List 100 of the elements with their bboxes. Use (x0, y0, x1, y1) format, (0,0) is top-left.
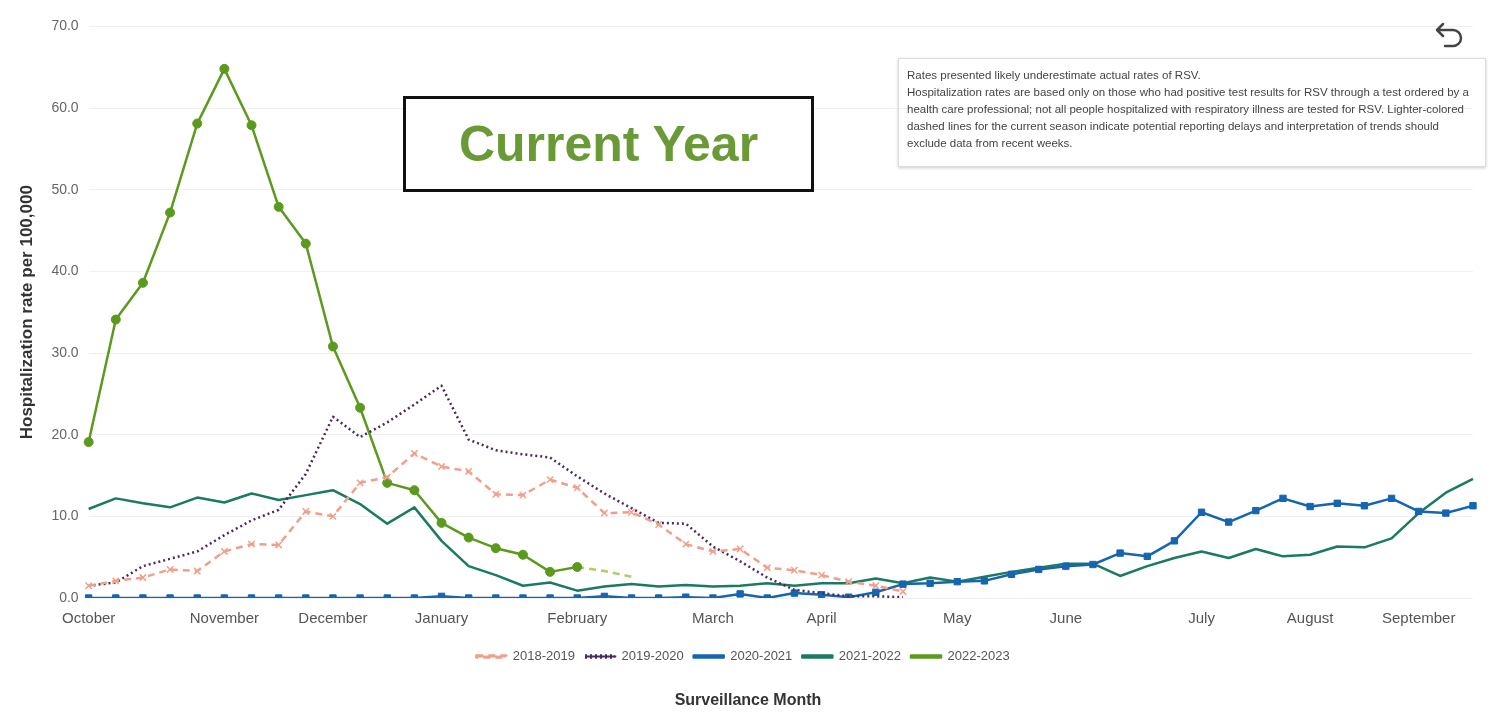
y-tick-label: 40.0 (51, 262, 79, 279)
point (165, 207, 176, 218)
point (1062, 562, 1070, 570)
point (1360, 502, 1369, 510)
point (356, 478, 365, 487)
x-tick-label: January (414, 609, 469, 627)
point (872, 588, 880, 596)
point (273, 201, 284, 212)
x-tick-label: October (61, 609, 116, 627)
point (980, 577, 989, 585)
point (1035, 565, 1043, 574)
legend-label: 2022-2023 (947, 648, 1010, 664)
point (1007, 570, 1016, 578)
y-axis-title: Hospitalization rate per 100,000 (16, 185, 36, 440)
point (681, 540, 690, 549)
x-tick-label: December (298, 609, 368, 627)
point (546, 475, 555, 484)
point (627, 508, 636, 517)
x-tick-label: July (1188, 609, 1216, 627)
x-tick-label: August (1286, 609, 1335, 627)
point (844, 577, 853, 586)
point (817, 571, 826, 580)
point (193, 567, 202, 575)
point (899, 580, 907, 588)
point (137, 277, 148, 288)
y-tick-label: 10.0 (51, 507, 79, 524)
point (573, 483, 582, 492)
point (1387, 494, 1396, 503)
point (490, 543, 501, 554)
line-series (87, 384, 905, 598)
point (355, 402, 366, 413)
point (871, 581, 880, 590)
point (383, 473, 392, 482)
legend-label: 2018-2019 (512, 648, 575, 664)
point (517, 549, 528, 560)
point (111, 576, 120, 585)
y-tick-label: 50.0 (51, 180, 79, 197)
point (329, 512, 337, 521)
point (1225, 518, 1233, 526)
x-tick-label: September (1382, 609, 1456, 627)
point (463, 532, 474, 543)
y-tick-label: 70.0 (51, 17, 79, 34)
point (300, 238, 311, 249)
y-tick-label: 30.0 (51, 343, 79, 360)
annotation: Current Year (403, 96, 814, 192)
point (246, 120, 257, 131)
point (736, 545, 745, 553)
point (491, 490, 500, 499)
x-tick-label: April (806, 609, 837, 627)
point (192, 118, 203, 129)
x-tick-label: May (943, 609, 972, 627)
point (1415, 507, 1423, 516)
x-axis-title: Surveillance Month (673, 691, 823, 709)
point (437, 462, 446, 471)
point (274, 540, 283, 549)
point (1442, 509, 1450, 517)
point (83, 437, 94, 448)
point (1279, 494, 1287, 503)
point (110, 314, 121, 325)
y-tick-label: 60.0 (51, 98, 79, 115)
point (84, 581, 93, 590)
point (709, 547, 717, 556)
point (327, 341, 338, 352)
point (899, 587, 907, 596)
legend-label: 2019-2020 (621, 648, 684, 664)
point (736, 590, 744, 598)
point (247, 540, 256, 549)
point (790, 566, 799, 575)
y-tick-label: 20.0 (51, 425, 79, 442)
x-tick-label: February (547, 609, 608, 627)
point (519, 491, 527, 500)
point (1252, 506, 1260, 515)
point (1170, 537, 1179, 545)
point (763, 563, 772, 572)
point (1116, 549, 1124, 557)
point (953, 577, 961, 586)
y-tick-label: 0.0 (59, 588, 79, 605)
point (1089, 560, 1097, 569)
point (600, 509, 609, 518)
annotation: Rates presented likely underestimate actual rates of RSV. Hospitalization rates are based only on those who had positive test results for RSV through a test ordered by a health care professional; not all people hospitalized with respiratory illness are tested for RSV. Lighter-colored dashed lines for the current season indicate potential reporting delays and interpretation of trends should exclude data from recent weeks. (898, 58, 1486, 167)
point (1197, 508, 1206, 516)
point (409, 485, 420, 496)
point (464, 467, 473, 476)
x-tick-label: June (1049, 609, 1083, 627)
point (1333, 499, 1341, 507)
x-tick-label: November (189, 609, 259, 627)
x-tick-label: March (692, 609, 734, 627)
point (220, 547, 229, 556)
point (436, 517, 447, 528)
legend-label: 2020-2021 (730, 648, 793, 664)
point (1306, 502, 1314, 511)
point (790, 589, 799, 597)
point (219, 63, 230, 74)
point (654, 520, 663, 529)
point (1469, 502, 1477, 510)
point (572, 561, 583, 572)
point (1143, 552, 1151, 561)
point (139, 573, 147, 582)
point (545, 566, 556, 577)
legend-label: 2021-2022 (838, 648, 902, 664)
